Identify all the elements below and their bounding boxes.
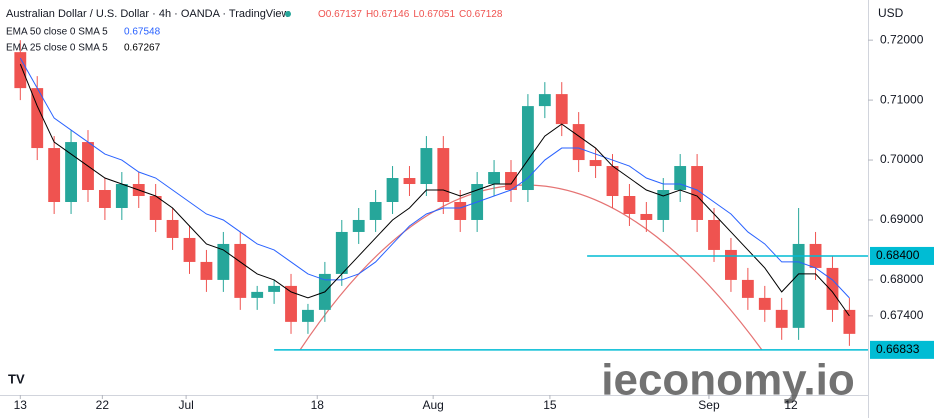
status-dot	[285, 11, 291, 17]
ohlc-value: O0.67137	[318, 9, 362, 20]
ema-line	[19, 63, 850, 317]
candle-body	[505, 172, 517, 191]
currency: USD	[878, 6, 904, 20]
candle-body	[335, 231, 348, 274]
candle-body	[386, 178, 399, 202]
candle-body	[538, 94, 551, 107]
candle-body	[403, 178, 416, 185]
candle-body	[200, 261, 213, 280]
candle-body	[115, 184, 128, 208]
y-tick-label: 0.72000	[880, 32, 924, 46]
candle-body	[234, 243, 247, 298]
level-badge	[870, 340, 934, 359]
candle-body	[691, 166, 704, 220]
candle-body	[657, 190, 670, 220]
candle-body	[437, 148, 450, 202]
candle-body	[589, 160, 602, 167]
candle-body	[454, 201, 467, 220]
candle-body	[48, 148, 61, 202]
ema-line	[19, 57, 850, 299]
y-tick-label: 0.68000	[880, 272, 924, 286]
candle-body	[268, 285, 281, 292]
x-tick-label: Aug	[422, 398, 443, 412]
y-tick-label: 0.67400	[880, 308, 924, 322]
candle-body	[285, 285, 297, 322]
ohlc-value: L0.67051	[413, 9, 455, 20]
plot	[14, 40, 856, 346]
candle-body	[488, 172, 500, 185]
candle-body	[251, 291, 264, 298]
candle-body	[420, 148, 433, 185]
candle-body	[14, 52, 27, 89]
x-tick-label: Sep	[698, 398, 720, 412]
x-tick-label: 15	[543, 398, 557, 412]
candle-body	[31, 88, 44, 149]
y-tick-label: 0.71000	[880, 92, 924, 106]
candle-body	[572, 124, 585, 161]
candle-body	[843, 309, 856, 334]
y-tick-label: 0.70000	[880, 152, 924, 166]
legend-value: 0.67267	[124, 43, 161, 54]
candle-body	[217, 243, 230, 280]
tv-logo: TV	[8, 371, 25, 386]
ohlc-value: C0.67128	[459, 9, 503, 20]
y-tick-label: 0.69000	[880, 212, 924, 226]
candle-body	[708, 219, 720, 250]
candle-body	[606, 166, 619, 197]
x-tick-label: 12	[784, 398, 798, 412]
candle-body	[792, 243, 805, 328]
legend-label: EMA 25 close 0 SMA 5	[6, 43, 108, 54]
candle-body	[826, 267, 839, 310]
candle-body	[183, 237, 196, 262]
legend-value: 0.67548	[124, 27, 161, 38]
candle-body	[65, 142, 77, 202]
candle-body	[640, 213, 653, 220]
level-badge	[870, 246, 934, 265]
legend-label: EMA 50 close 0 SMA 5	[6, 27, 108, 38]
candle-body	[775, 309, 788, 328]
x-tick-label: 13	[14, 398, 28, 412]
candle-body	[302, 309, 314, 322]
candle-body	[555, 94, 568, 125]
candle-body	[521, 106, 534, 191]
ohlc-value: H0.67146	[366, 9, 410, 20]
x-tick-label: 22	[96, 398, 110, 412]
level-label: 0.68400	[876, 248, 920, 262]
candle-body	[98, 190, 111, 208]
x-tick-label: 18	[311, 398, 325, 412]
candle-body	[674, 166, 687, 191]
candle-body	[758, 297, 771, 310]
candle-body	[149, 196, 162, 220]
candle-body	[369, 201, 382, 220]
chart-title: Australian Dollar / U.S. Dollar · 4h · O…	[6, 8, 290, 20]
x-tick-label: Jul	[178, 398, 193, 412]
level-label: 0.66833	[876, 342, 920, 356]
candle-body	[166, 219, 179, 238]
ohlc: O0.67137 H0.67146 L0.67051 C0.67128	[318, 9, 503, 20]
candle-body	[725, 249, 737, 280]
watermark: ieconomy.io	[601, 356, 854, 405]
candle-body	[741, 279, 754, 298]
candle-body	[352, 219, 365, 232]
candle-body	[623, 196, 636, 214]
